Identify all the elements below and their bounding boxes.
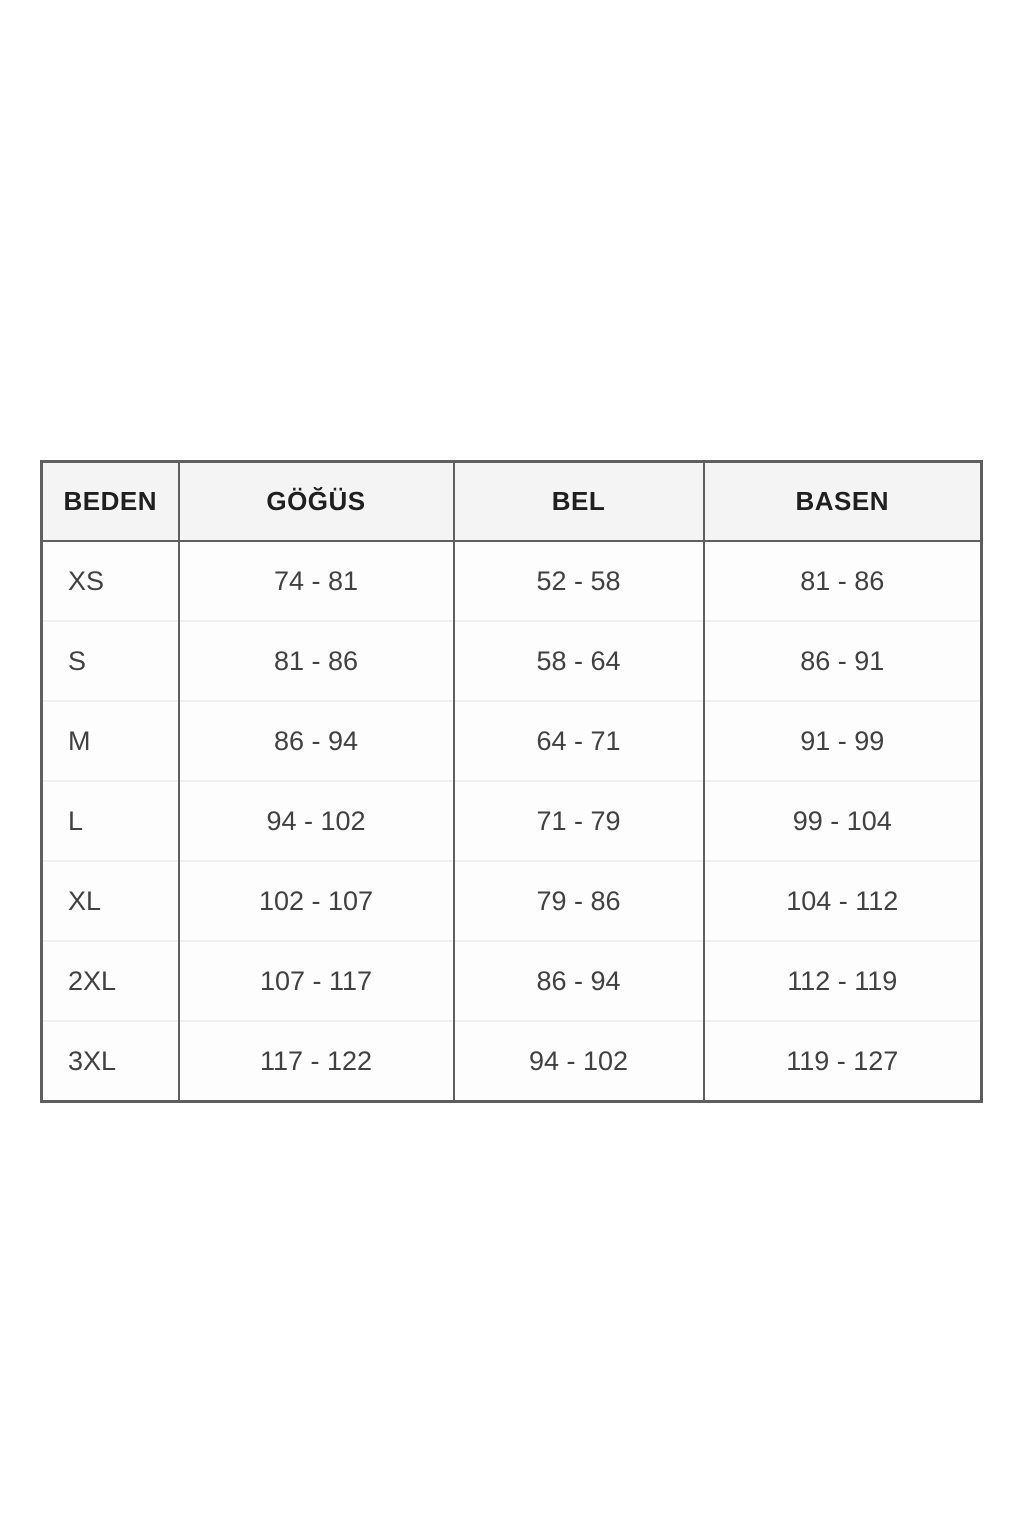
table-row-l: L 94 - 102 71 - 79 99 - 104 (41, 780, 982, 861)
basen-value: 81 - 86 (702, 541, 982, 621)
header-bel: BEL (452, 461, 704, 542)
basen-value: 91 - 99 (702, 700, 982, 781)
size-chart-table: BEDEN GÖĞÜS BEL BASEN XS 74 - 81 52 - 58… (40, 460, 983, 1103)
basen-value: 112 - 119 (702, 940, 982, 1021)
basen-value: 104 - 112 (702, 860, 982, 941)
size-chart-header-row: BEDEN GÖĞÜS BEL BASEN (41, 461, 982, 542)
header-basen: BASEN (702, 461, 982, 542)
size-label: XS (41, 541, 179, 621)
gogus-value: 107 - 117 (177, 940, 454, 1021)
size-label: S (41, 620, 179, 701)
table-row-m: M 86 - 94 64 - 71 91 - 99 (41, 700, 982, 781)
size-label: 3XL (41, 1020, 179, 1102)
table-row-xs: XS 74 - 81 52 - 58 81 - 86 (41, 541, 982, 621)
table-row-3xl: 3XL 117 - 122 94 - 102 119 - 127 (41, 1020, 982, 1102)
gogus-value: 117 - 122 (177, 1020, 454, 1102)
gogus-value: 94 - 102 (177, 780, 454, 861)
size-label: M (41, 700, 179, 781)
table-row-2xl: 2XL 107 - 117 86 - 94 112 - 119 (41, 940, 982, 1021)
bel-value: 94 - 102 (452, 1020, 704, 1102)
size-label: L (41, 780, 179, 861)
header-gogus: GÖĞÜS (177, 461, 454, 542)
size-label: 2XL (41, 940, 179, 1021)
table-row-s: S 81 - 86 58 - 64 86 - 91 (41, 620, 982, 701)
bel-value: 86 - 94 (452, 940, 704, 1021)
size-label: XL (41, 860, 179, 941)
bel-value: 71 - 79 (452, 780, 704, 861)
bel-value: 58 - 64 (452, 620, 704, 701)
gogus-value: 81 - 86 (177, 620, 454, 701)
bel-value: 64 - 71 (452, 700, 704, 781)
table-row-xl: XL 102 - 107 79 - 86 104 - 112 (41, 860, 982, 941)
gogus-value: 102 - 107 (177, 860, 454, 941)
basen-value: 99 - 104 (702, 780, 982, 861)
basen-value: 86 - 91 (702, 620, 982, 701)
bel-value: 52 - 58 (452, 541, 704, 621)
gogus-value: 74 - 81 (177, 541, 454, 621)
bel-value: 79 - 86 (452, 860, 704, 941)
basen-value: 119 - 127 (702, 1020, 982, 1102)
gogus-value: 86 - 94 (177, 700, 454, 781)
header-beden: BEDEN (41, 461, 179, 542)
